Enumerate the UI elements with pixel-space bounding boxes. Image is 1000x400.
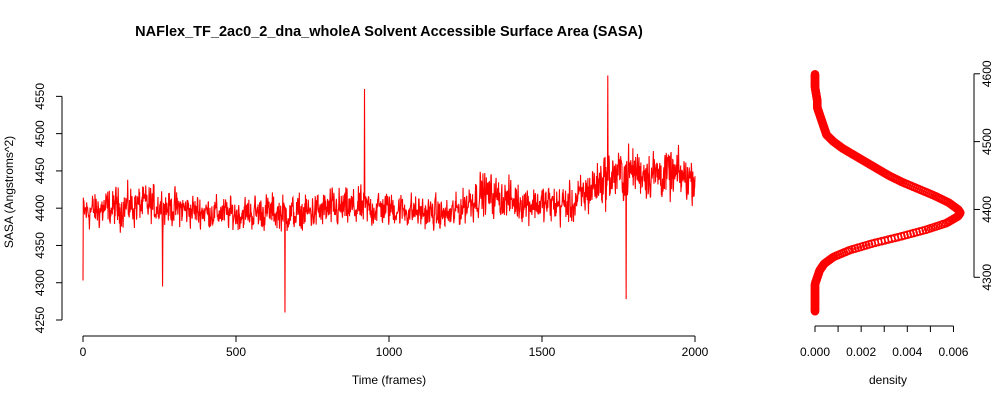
x-tick-label: 0: [80, 345, 87, 359]
density-y-tick-label: 4400: [980, 196, 994, 223]
y-tick-label: 4500: [33, 120, 47, 147]
sasa-time-series-panel: 0 500 1000 1500 2000 4250 4300 4350 4400 4450 450…: [2, 75, 709, 387]
density-axis-label: density: [869, 373, 907, 387]
y-tick-label: 4300: [33, 269, 47, 296]
density-curve: [810, 70, 965, 316]
chart-title: NAFlex_TF_2ac0_2_dna_wholeA Solvent Acce…: [135, 24, 643, 40]
y-tick-label: 4350: [33, 232, 47, 259]
density-y-tick-label: 4600: [980, 60, 994, 87]
x-tick-label: 500: [226, 345, 246, 359]
density-y-axis: 4300 4400 4500 4600: [973, 60, 994, 291]
density-x-tick-label: 0.004: [892, 345, 922, 359]
density-y-tick-label: 4300: [980, 264, 994, 291]
y-tick-label: 4550: [33, 83, 47, 110]
density-x-tick-label: 0.000: [800, 345, 830, 359]
sasa-series-line: [82, 75, 696, 313]
x-tick-label: 2000: [682, 345, 709, 359]
density-panel: 0.000 0.002 0.004 0.006 4300 4400 4500 4600 de…: [800, 60, 994, 387]
y-axis-label: SASA (Angstroms^2): [2, 136, 16, 248]
y-tick-label: 4450: [33, 157, 47, 184]
series-line: [82, 75, 696, 313]
y-tick-label: 4250: [33, 306, 47, 333]
density-x-tick-label: 0.006: [938, 345, 968, 359]
density-x-axis: 0.000 0.002 0.004 0.006: [800, 325, 969, 359]
y-tick-label: 4400: [33, 195, 47, 222]
y-axis: 4250 4300 4350 4400 4450 4500 4550: [33, 83, 63, 333]
density-x-tick-label: 0.002: [846, 345, 876, 359]
x-axis: 0 500 1000 1500 2000: [80, 335, 709, 359]
density-y-tick-label: 4500: [980, 128, 994, 155]
x-axis-label: Time (frames): [352, 373, 426, 387]
density-point: [810, 70, 820, 79]
x-tick-label: 1000: [376, 345, 403, 359]
x-tick-label: 1500: [529, 345, 556, 359]
